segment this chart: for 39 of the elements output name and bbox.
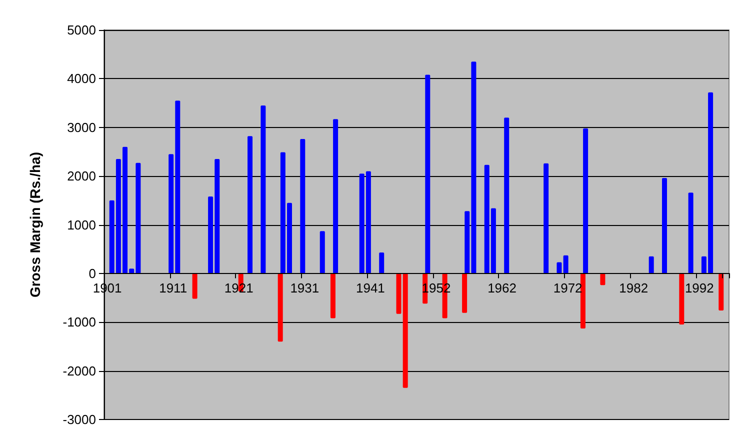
bar	[192, 273, 198, 299]
y-tick-label: 5000	[67, 22, 96, 38]
x-tick-label: 1962	[488, 280, 516, 296]
bar	[333, 119, 338, 274]
bar	[563, 255, 568, 274]
bar	[718, 273, 724, 310]
bar	[556, 262, 562, 274]
bar	[648, 256, 654, 274]
bar	[300, 139, 306, 274]
bar	[425, 74, 430, 274]
x-tick-label: 1911	[159, 280, 188, 296]
bar	[600, 273, 606, 286]
bar	[679, 273, 684, 325]
y-tick-label: 3000	[67, 120, 96, 135]
y-axis-title: Gross Margin (Rs./ha)	[27, 152, 43, 298]
bar	[248, 136, 253, 274]
y-tick-label: 0	[88, 266, 96, 281]
bar	[330, 273, 336, 318]
bar	[260, 105, 266, 274]
x-tick-label: 1992	[684, 280, 714, 296]
x-tick-label: 1941	[356, 280, 385, 296]
bar	[320, 231, 325, 274]
y-tick-label: -1000	[62, 314, 96, 330]
x-tick-label: 1931	[290, 280, 320, 296]
bar	[688, 192, 694, 274]
y-tick-label: -3000	[62, 412, 96, 427]
bar	[662, 178, 667, 274]
y-tick-label: 1000	[67, 217, 96, 232]
x-tick-label: 1982	[619, 280, 648, 296]
bar	[462, 273, 468, 313]
bar	[580, 273, 586, 328]
bar	[544, 163, 549, 274]
y-tick-label: -2000	[62, 363, 96, 378]
y-tick-label: 2000	[67, 168, 96, 184]
y-tick-label: 4000	[67, 71, 96, 86]
bar	[379, 252, 384, 274]
bar	[583, 128, 588, 274]
bar	[504, 118, 510, 274]
bar	[278, 273, 283, 342]
